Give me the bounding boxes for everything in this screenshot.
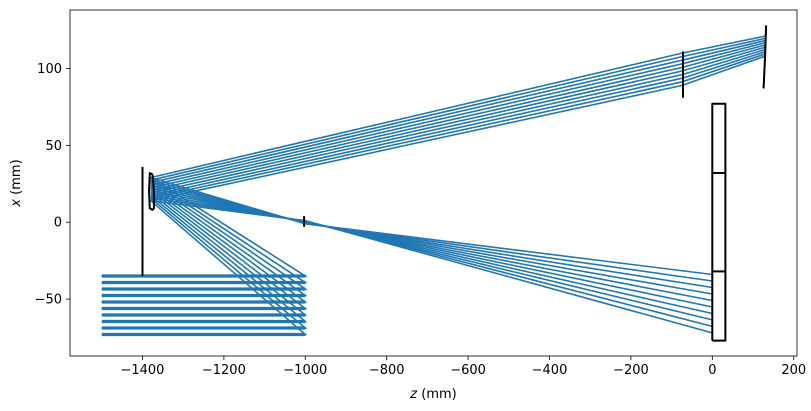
ray-group xyxy=(101,35,766,337)
mirror-left xyxy=(148,172,155,211)
x-tick-label: 200 xyxy=(781,363,806,378)
x-tick-label: 0 xyxy=(708,363,716,378)
x-tick-label: −1200 xyxy=(202,363,246,378)
y-axis-label: x (mm) xyxy=(9,159,24,207)
x-axis-label: z (mm) xyxy=(409,387,456,402)
plot-area xyxy=(101,25,768,342)
axes-frame xyxy=(69,9,798,357)
x-tick-label: −600 xyxy=(450,363,486,378)
x-axis: −1400 −1200 −1000 −800 −600 −400 −200 0 200 xyxy=(120,356,806,378)
y-tick-label: 0 xyxy=(54,216,62,231)
detector-box xyxy=(711,102,727,342)
ray-7-seg-2 xyxy=(150,39,766,184)
ray-8-seg-2 xyxy=(150,37,766,181)
x-tick-label: −1000 xyxy=(283,363,327,378)
ray-9-seg-1 xyxy=(150,199,713,334)
mirror-tertiary xyxy=(762,25,768,89)
x-tick-label: −800 xyxy=(369,363,405,378)
y-tick-label: 50 xyxy=(45,139,62,154)
x-tick-label: −1400 xyxy=(120,363,164,378)
ray-9-seg-2 xyxy=(150,35,766,179)
y-axis: −50 0 50 100 xyxy=(35,62,70,308)
y-tick-label: 100 xyxy=(37,62,62,77)
ray-1-seg-2 xyxy=(150,53,766,199)
y-tick-label: −50 xyxy=(35,293,62,308)
x-tick-label: −400 xyxy=(532,363,568,378)
ray-6-seg-2 xyxy=(150,42,766,187)
optical-elements xyxy=(141,25,768,342)
x-tick-label: −200 xyxy=(613,363,649,378)
